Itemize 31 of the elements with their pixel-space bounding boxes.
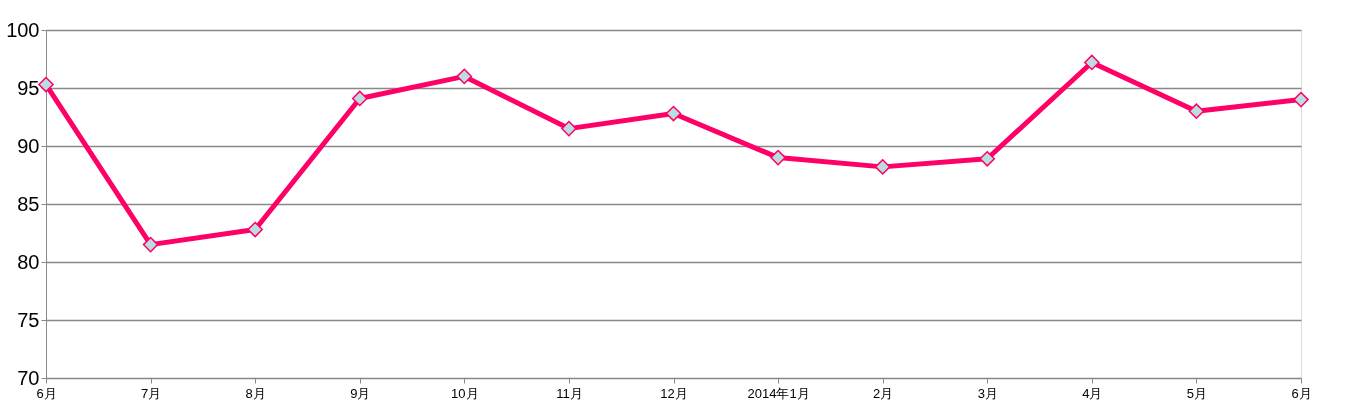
point	[665, 105, 682, 122]
x-tick-label: 7月	[140, 385, 162, 401]
point	[142, 236, 159, 253]
y-tick-label: 80	[17, 250, 40, 273]
x-tick-label: 11月	[556, 385, 583, 401]
point	[770, 149, 786, 166]
x-tick-label: 3月	[977, 385, 998, 401]
point	[1084, 54, 1100, 71]
x-tick-label: 2014年1月	[747, 385, 810, 401]
x-tick-label: 9月	[350, 385, 371, 401]
x-tick-label: 2月	[873, 385, 894, 401]
x-tick-label: 12月	[660, 385, 688, 401]
point	[247, 221, 263, 238]
x-tick-label: 8月	[245, 385, 266, 401]
point	[38, 76, 54, 93]
y-tick-label: 90	[17, 134, 40, 157]
x-tick-label: 5月	[1186, 385, 1208, 401]
x-tick-label: 10月	[451, 385, 479, 401]
point	[874, 159, 891, 175]
point	[456, 68, 473, 85]
x-tick-label: 6月	[1291, 385, 1312, 401]
point	[351, 90, 368, 107]
y-tick-label: 100	[6, 18, 40, 41]
point	[561, 120, 577, 137]
y-tick-label: 85	[17, 192, 40, 215]
point	[979, 150, 996, 167]
point	[1188, 103, 1205, 120]
y-tick-label: 75	[17, 308, 40, 331]
point	[1293, 91, 1309, 108]
y-tick-label: 95	[17, 76, 40, 99]
x-tick-label: 4月	[1082, 385, 1103, 401]
